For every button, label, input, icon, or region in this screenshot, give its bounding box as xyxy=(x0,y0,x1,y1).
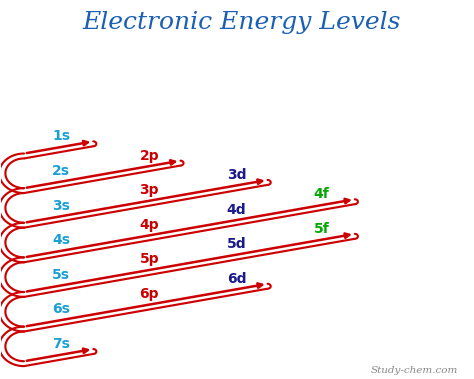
Text: 4f: 4f xyxy=(314,187,329,201)
Text: 3s: 3s xyxy=(52,199,70,213)
Text: 6s: 6s xyxy=(52,302,70,316)
Text: 3d: 3d xyxy=(227,168,246,182)
Text: 6d: 6d xyxy=(227,272,246,286)
Text: 6p: 6p xyxy=(139,287,159,301)
Text: 2s: 2s xyxy=(52,164,70,178)
Text: 5d: 5d xyxy=(227,237,246,251)
Text: 7s: 7s xyxy=(52,337,70,351)
Text: 5s: 5s xyxy=(52,268,70,282)
Text: 3p: 3p xyxy=(139,183,159,197)
Text: 5p: 5p xyxy=(139,252,159,266)
Text: 4s: 4s xyxy=(52,233,70,247)
Text: Electronic Energy Levels: Electronic Energy Levels xyxy=(82,11,401,34)
Text: 1s: 1s xyxy=(52,129,70,143)
Text: 5f: 5f xyxy=(314,222,329,236)
Text: 4d: 4d xyxy=(227,202,246,216)
Text: 2p: 2p xyxy=(139,149,159,163)
Text: Study-chem.com: Study-chem.com xyxy=(371,366,458,374)
Text: 4p: 4p xyxy=(139,218,159,232)
